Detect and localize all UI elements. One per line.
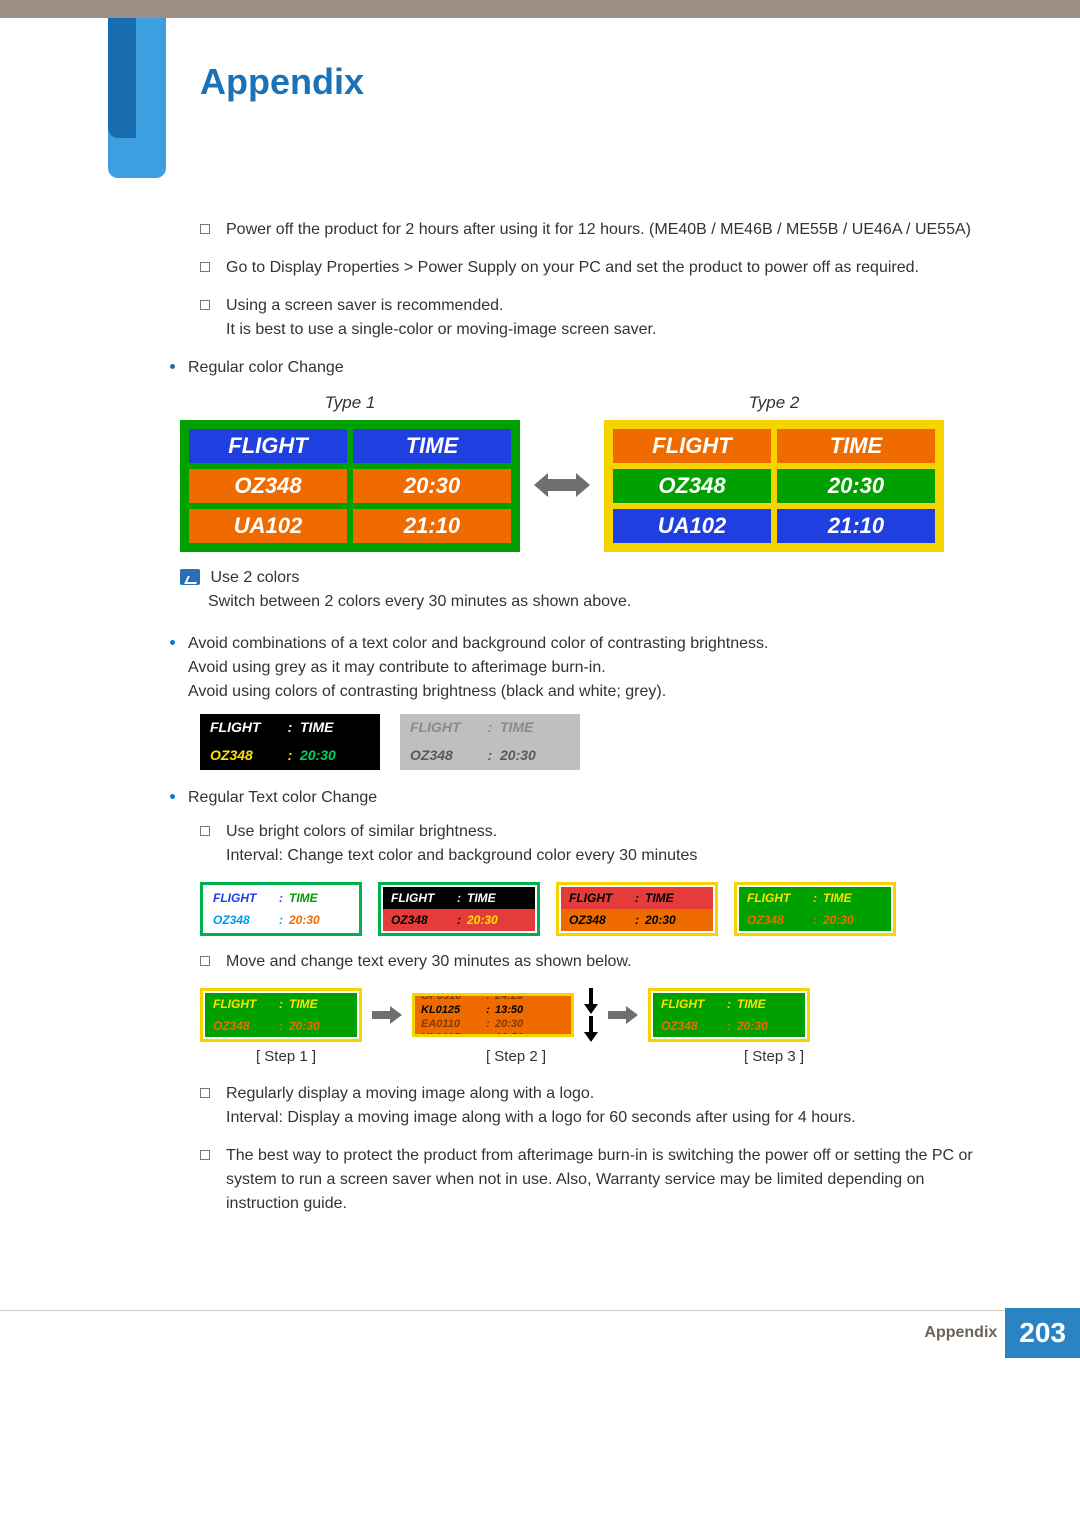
contrast-box-left: FLIGHT:TIMEOZ348:20:30	[200, 714, 380, 770]
regular-text-section: Regular Text color Change	[170, 786, 990, 810]
content: Power off the product for 2 hours after …	[0, 18, 1080, 1310]
type2-block: Type 2 FLIGHTTIMEOZ34820:30UA10221:10	[604, 390, 944, 552]
note-icon	[180, 569, 200, 585]
arrow-right-icon	[608, 1006, 638, 1024]
table-cell: 20:30	[350, 466, 514, 506]
footer-page-number: 203	[1005, 1308, 1080, 1358]
step-row: FLIGHT:TIMEOZ348:20:30 OP0310:24:20KL012…	[200, 988, 990, 1042]
table-cell: 20:30	[774, 466, 938, 506]
big-tables-row: Type 1 FLIGHTTIMEOZ34820:30UA10221:10 Ty…	[180, 390, 990, 552]
color-box: FLIGHT:TIMEOZ348:20:30	[200, 882, 362, 936]
step3-box: FLIGHT:TIMEOZ348:20:30	[648, 988, 810, 1042]
avoid-item: Avoid combinations of a text color and b…	[170, 632, 990, 704]
arrow-right-icon	[372, 1006, 402, 1024]
step2-label: [ Step 2 ]	[432, 1046, 600, 1069]
bullet-text: Using a screen saver is recommended.	[226, 297, 503, 314]
type1-label: Type 1	[180, 390, 520, 416]
arrow-down-group	[584, 988, 598, 1042]
move-bullet: Move and change text every 30 minutes as…	[200, 950, 990, 974]
avoid-section: Avoid combinations of a text color and b…	[170, 632, 990, 704]
use2-line2: Switch between 2 colors every 30 minutes…	[208, 590, 631, 614]
bottom-item: The best way to protect the product from…	[200, 1144, 990, 1216]
regular-color-label: Regular color Change	[170, 356, 990, 380]
avoid-l2: Avoid using grey as it may contribute to…	[188, 659, 606, 676]
contrast-row: FLIGHT:TIMEOZ348:20:30 FLIGHT:TIMEOZ348:…	[200, 714, 990, 770]
type2-label: Type 2	[604, 390, 944, 416]
bullet-item: Power off the product for 2 hours after …	[200, 218, 990, 242]
footer-label: Appendix	[924, 1321, 997, 1345]
bright-l1: Use bright colors of similar brightness.	[226, 823, 497, 840]
top-bullets: Power off the product for 2 hours after …	[200, 218, 990, 342]
step1-label: [ Step 1 ]	[200, 1046, 372, 1069]
table-cell: OZ348	[186, 466, 350, 506]
bright-l2: Interval: Change text color and backgrou…	[226, 847, 697, 864]
bottom-l1: Regularly display a moving image along w…	[226, 1085, 594, 1102]
bright-bullets: Use bright colors of similar brightness.…	[200, 820, 990, 868]
type2-table: FLIGHTTIMEOZ34820:30UA10221:10	[604, 420, 944, 552]
table-cell: 21:10	[774, 506, 938, 546]
color-box: FLIGHT:TIMEOZ348:20:30	[378, 882, 540, 936]
bottom-item: Regularly display a moving image along w…	[200, 1082, 990, 1130]
avoid-l1: Avoid combinations of a text color and b…	[188, 635, 768, 652]
arrow-down-icon	[584, 988, 598, 1014]
table-cell: FLIGHT	[186, 426, 350, 466]
table-cell: TIME	[774, 426, 938, 466]
move-text: Move and change text every 30 minutes as…	[200, 950, 990, 974]
type1-table: FLIGHTTIMEOZ34820:30UA10221:10	[180, 420, 520, 552]
use2-note: Use 2 colors Switch between 2 colors eve…	[180, 566, 990, 614]
double-arrow	[534, 473, 590, 497]
type1-block: Type 1 FLIGHTTIMEOZ34820:30UA10221:10	[180, 390, 520, 552]
footer: Appendix 203	[0, 1310, 1080, 1354]
bottom-bullets: Regularly display a moving image along w…	[200, 1082, 990, 1216]
arrow-down-icon	[584, 1016, 598, 1042]
top-bar	[0, 0, 1080, 18]
bullet-item: Go to Display Properties > Power Supply …	[200, 256, 990, 280]
screensaver-note: It is best to use a single-color or movi…	[226, 321, 656, 338]
step1-box: FLIGHT:TIMEOZ348:20:30	[200, 988, 362, 1042]
table-cell: 21:10	[350, 506, 514, 546]
avoid-l3: Avoid using colors of contrasting bright…	[188, 683, 666, 700]
contrast-box-right: FLIGHT:TIMEOZ348:20:30	[400, 714, 580, 770]
table-cell: UA102	[610, 506, 774, 546]
four-boxes-row: FLIGHT:TIMEOZ348:20:30 FLIGHT:TIMEOZ348:2…	[200, 882, 990, 936]
bottom-l2: Interval: Display a moving image along w…	[226, 1109, 856, 1126]
color-box: FLIGHT:TIMEOZ348:20:30	[556, 882, 718, 936]
bright-item: Use bright colors of similar brightness.…	[200, 820, 990, 868]
regular-color-section: Regular color Change	[170, 356, 990, 380]
step2-scroll-box: OP0310:24:20KL0125:13:50EA0110:20:30KL00…	[412, 993, 574, 1037]
bullet-item: Using a screen saver is recommended. It …	[200, 294, 990, 342]
table-cell: FLIGHT	[610, 426, 774, 466]
regular-text-label: Regular Text color Change	[170, 786, 990, 810]
table-cell: OZ348	[610, 466, 774, 506]
step3-label: [ Step 3 ]	[690, 1046, 858, 1069]
table-cell: TIME	[350, 426, 514, 466]
use2-line1: Use 2 colors	[210, 569, 299, 586]
color-box: FLIGHT:TIMEOZ348:20:30	[734, 882, 896, 936]
table-cell: UA102	[186, 506, 350, 546]
step-labels: [ Step 1 ] [ Step 2 ] [ Step 3 ]	[200, 1046, 990, 1069]
